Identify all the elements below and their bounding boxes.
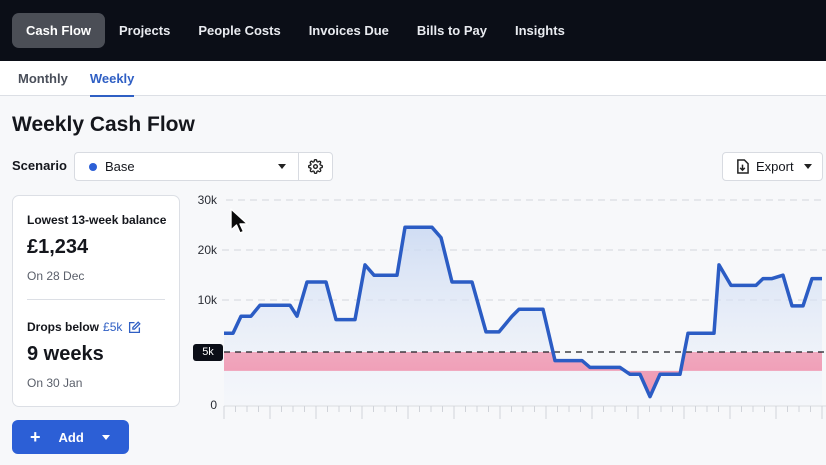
nav-projects[interactable]: Projects <box>119 23 171 38</box>
scenario-value: Base <box>105 159 135 174</box>
add-button[interactable]: + Add <box>12 420 129 454</box>
chevron-down-icon <box>278 164 286 169</box>
y-tick-30k: 30k <box>197 193 217 207</box>
scenario-settings-button[interactable] <box>298 152 333 181</box>
view-tabs: Monthly Weekly <box>0 61 826 97</box>
drops-below-row: Drops below £5k <box>27 320 142 334</box>
scenario-color-dot <box>89 162 97 171</box>
page-title: Weekly Cash Flow <box>12 113 195 136</box>
scenario-dropdown[interactable]: Base <box>74 152 299 181</box>
mouse-cursor-icon <box>230 208 249 234</box>
plus-icon: + <box>30 427 41 447</box>
chevron-down-icon[interactable] <box>101 434 110 440</box>
file-download-icon <box>737 159 749 174</box>
export-button[interactable]: Export <box>722 152 823 181</box>
balance-line <box>224 225 822 399</box>
summary-card: Lowest 13-week balance £1,234 On 28 Dec … <box>12 195 180 407</box>
below-threshold-fill <box>224 352 822 397</box>
x-axis <box>223 405 826 419</box>
threshold-badge: 5k <box>193 344 223 361</box>
gear-icon <box>308 159 323 174</box>
drops-below-date: On 30 Jan <box>27 376 83 390</box>
lowest-balance-date: On 28 Dec <box>27 269 85 283</box>
lowest-balance-value: £1,234 <box>27 236 89 258</box>
tab-weekly[interactable]: Weekly <box>89 61 134 97</box>
threshold-link[interactable]: £5k <box>103 320 123 334</box>
drops-below-label: Drops below <box>27 320 100 334</box>
area-fill <box>224 227 822 405</box>
edit-icon[interactable] <box>128 320 142 334</box>
tab-monthly[interactable]: Monthly <box>18 71 68 86</box>
nav-people-costs[interactable]: People Costs <box>198 23 281 38</box>
card-divider <box>27 299 165 300</box>
export-label: Export <box>756 159 794 174</box>
nav-insights[interactable]: Insights <box>514 23 565 38</box>
top-navigation: Cash Flow Projects People Costs Invoices… <box>0 0 826 61</box>
y-tick-20k: 20k <box>197 243 217 257</box>
chevron-down-icon <box>803 164 812 169</box>
y-tick-10k: 10k <box>197 293 217 307</box>
nav-cash-flow[interactable]: Cash Flow <box>12 13 106 48</box>
drops-below-value: 9 weeks <box>27 343 104 365</box>
nav-bills-to-pay[interactable]: Bills to Pay <box>416 23 487 38</box>
nav-invoices-due[interactable]: Invoices Due <box>308 23 389 38</box>
add-label: Add <box>58 429 84 445</box>
lowest-balance-label: Lowest 13-week balance <box>27 213 167 227</box>
scenario-label: Scenario <box>12 158 67 173</box>
y-tick-0: 0 <box>210 398 217 412</box>
